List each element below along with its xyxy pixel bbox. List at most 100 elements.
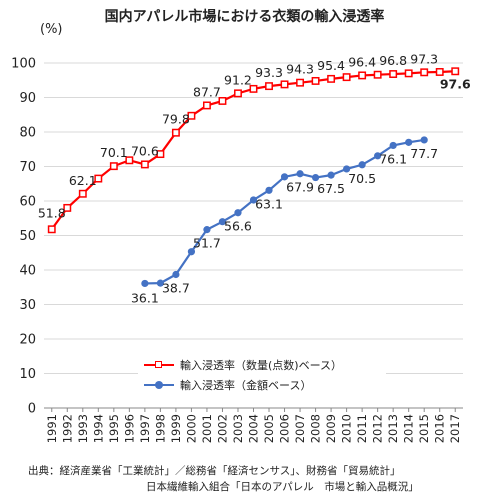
data-point-circle [234,209,242,217]
data-point-square [140,160,149,169]
x-tick-label: 2010 [340,414,354,443]
data-point-circle [296,170,304,178]
data-point-square [265,82,273,91]
data-label: 51.7 [193,236,221,251]
data-label: 36.1 [131,290,159,305]
data-point-circle [141,279,149,288]
data-point-square [342,73,351,82]
data-label: 70.6 [131,143,159,158]
data-point-square [202,101,211,110]
data-point-circle [156,279,164,287]
y-tick-label: 20 [19,333,36,348]
y-tick-label: 60 [19,195,36,210]
data-point-circle [172,270,180,279]
data-point-circle [265,186,273,194]
data-point-square [94,174,103,183]
data-point-square [420,68,429,77]
data-point-square [171,128,180,137]
data-label: 96.4 [348,54,376,69]
data-point-square [125,156,134,165]
data-point-circle [249,196,258,204]
y-axis-unit-label: (%) [40,22,63,37]
y-tick-label: 0 [28,402,36,417]
data-point-circle [203,226,211,234]
chart-title: 国内アパレル市場における衣類の輸入浸透率 [104,9,385,25]
x-tick-label: 2000 [184,414,198,443]
data-label: 56.6 [224,219,252,234]
x-tick-label: 2007 [293,414,307,443]
data-label: 97.3 [410,51,438,66]
y-tick-label: 80 [19,126,36,141]
data-label: 96.8 [379,53,407,68]
y-tick-label: 50 [19,229,36,244]
data-point-square [234,89,242,98]
data-point-square [451,67,460,76]
data-label: 77.7 [410,146,438,161]
legend-swatch-value [144,381,174,389]
data-label: 95.4 [317,58,345,73]
data-point-square [296,78,305,87]
data-label: 94.3 [286,62,314,77]
data-label: 70.1 [100,145,128,160]
x-tick-label: 1993 [76,414,90,443]
x-tick-label: 2008 [309,414,323,443]
source-line-2: 日本繊維輸入組合「日本のアパレル 市場と輸入品概況」 [146,481,419,493]
data-labels: 51.8 62.170.1 70.6 79.887.791.2 93.3 94.3 95.4… [38,51,471,305]
data-label: 70.5 [348,171,376,186]
x-tick-label: 1991 [45,414,59,443]
y-tick-label: 70 [19,160,36,175]
data-point-square [187,111,196,120]
y-tick-label: 10 [19,367,36,382]
data-label: 62.1 [69,173,97,188]
source-note: 出典：経済産業省「工業統計」／総務省「経済センサス」、財務省「貿易統計」 日本繊… [28,463,478,495]
x-tick-label: 2017 [448,414,462,443]
y-tick-label: 100 [11,57,36,72]
data-point-square [404,69,413,78]
x-tick-label: 2011 [355,414,369,443]
data-point-circle [389,141,397,150]
x-tick-label: 2005 [262,414,276,443]
x-tick-label: 2001 [200,414,214,443]
data-label: 93.3 [255,65,283,80]
data-label: 38.7 [162,280,190,295]
data-point-square [156,150,165,159]
data-point-square [327,74,336,83]
x-tick-label: 1998 [153,414,167,443]
x-tick-label: 2013 [386,414,400,443]
legend-item-value: 輸入浸透率（金額ベース） [144,375,311,395]
x-tick-label: 1992 [60,414,74,443]
x-tick-label: 2002 [215,414,229,443]
x-tick-label: 2012 [371,414,385,443]
data-point-circle [327,171,335,179]
data-point-square [311,76,320,85]
data-point-circle [405,138,413,146]
x-tick-label: 2014 [402,414,416,443]
data-point-circle [343,165,351,173]
legend-label-quantity: 輸入浸透率（数量(点数)ベース） [180,359,343,372]
data-label: 87.7 [193,84,221,99]
data-label: 76.1 [379,151,407,166]
legend-circle-marker-icon [155,381,163,389]
data-point-circle [311,173,320,182]
data-label: 91.2 [224,72,252,87]
x-tick-label: 1995 [107,414,121,443]
x-tick-label: 2016 [433,414,447,443]
data-point-square [109,162,118,171]
data-point-circle [374,152,382,160]
data-point-circle [280,173,289,181]
x-tick-label: 1997 [138,414,152,443]
x-tick-label: 2004 [247,414,261,443]
x-tick-label: 2003 [231,414,245,443]
data-point-circle [420,136,428,144]
data-point-square [373,70,382,79]
legend-square-marker-icon [155,360,162,368]
data-point-square [63,203,72,212]
data-point-square [218,97,227,105]
data-point-square [280,80,289,89]
y-tick-label: 40 [19,264,36,279]
data-point-square [435,68,444,76]
x-tick-label: 2009 [324,414,338,443]
x-tick-label: 1999 [169,414,183,443]
legend-swatch-quantity [144,360,174,368]
